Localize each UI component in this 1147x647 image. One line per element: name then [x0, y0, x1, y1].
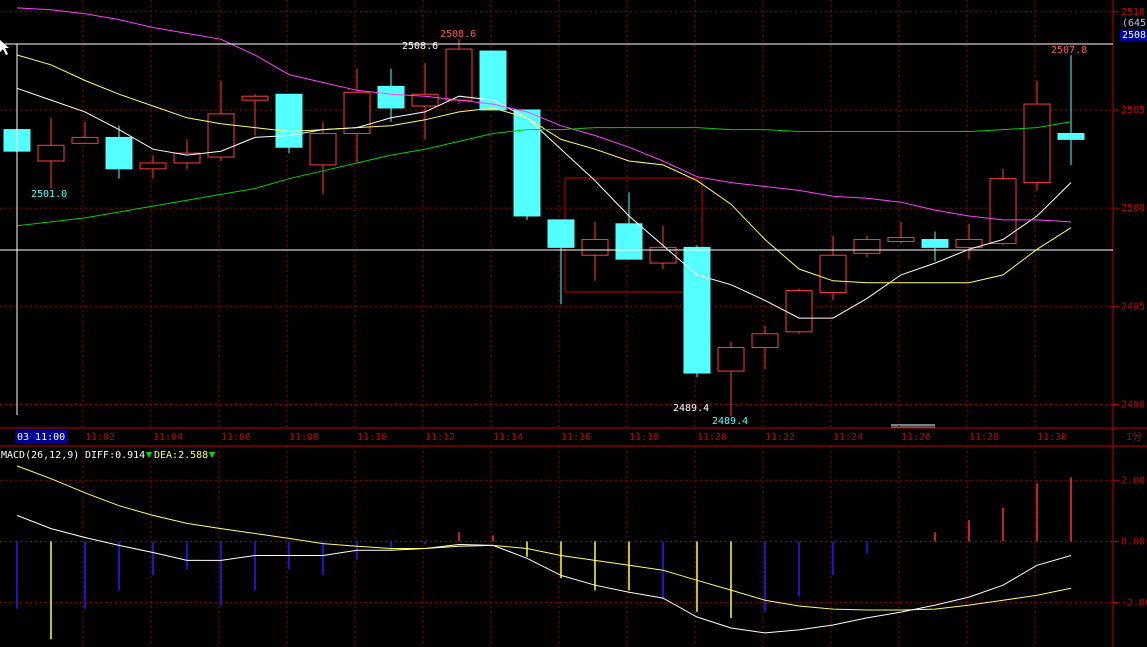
diff-line: [16, 514, 1072, 634]
macd-title: MACD(26,12,9): [1, 450, 79, 461]
crosshair-extra: (645: [1122, 18, 1146, 29]
candle-body: [615, 223, 643, 260]
candle-body: [139, 162, 167, 170]
candle-body: [955, 239, 983, 248]
x-tick-label: 11:26: [901, 432, 931, 443]
dea-line: [16, 465, 1072, 611]
candle-body: [683, 246, 711, 374]
x-tick-label: 11:04: [153, 432, 183, 443]
cursor: [0, 40, 9, 55]
x-tick-label: 11:16: [561, 432, 591, 443]
down-arrow: [146, 452, 152, 458]
moving-average-line: [16, 7, 1072, 223]
candle-body: [309, 133, 337, 166]
x-tick-label: 11:14: [493, 432, 523, 443]
moving-average-line: [16, 87, 1072, 319]
candle-body: [377, 85, 405, 109]
candle-body: [1023, 103, 1051, 184]
x-tick-label: 11:20: [697, 432, 727, 443]
candle-body: [207, 113, 235, 158]
x-tick-label: 11:22: [765, 432, 795, 443]
x-tick-label: 11:12: [425, 432, 455, 443]
candle-body: [547, 219, 575, 248]
dea-label: DEA:2.588: [154, 450, 208, 461]
candle-body: [751, 333, 779, 349]
y-tick-label: -2.00: [1121, 598, 1147, 609]
candle-body: [819, 254, 847, 294]
candle-body: [513, 109, 541, 217]
x-tick-label: 11:02: [85, 432, 115, 443]
y-tick-label: 2.00: [1121, 475, 1145, 486]
candle-body: [173, 152, 201, 164]
x-tick-label: 11:18: [629, 432, 659, 443]
crosshair-price-box: [1120, 29, 1147, 41]
x-tick-label: 11:24: [833, 432, 863, 443]
candle-body: [581, 239, 609, 256]
candle-body: [275, 93, 303, 148]
x-tick-label: 03 11:00: [17, 432, 65, 443]
moving-average-line: [16, 121, 1072, 227]
candle-body: [1057, 133, 1085, 140]
candle-body: [479, 50, 507, 111]
diff-label: DIFF:0.914: [85, 450, 145, 461]
y-tick-label: 0.00: [1121, 536, 1145, 547]
y-tick-label: 2495: [1121, 301, 1145, 312]
period-label: 1分: [1126, 431, 1142, 443]
x-tick-label: 11:30: [1037, 432, 1067, 443]
y-tick-label: 2490: [1121, 399, 1145, 410]
candle-body: [785, 290, 813, 333]
candle-body: [71, 136, 99, 144]
x-tick-label: 11:28: [969, 432, 999, 443]
x-tick-label: 11:06: [221, 432, 251, 443]
candle-body: [37, 144, 65, 162]
price-annotation: 2508.6: [402, 41, 438, 52]
y-tick-label: 2510: [1121, 7, 1145, 18]
candle-body: [717, 347, 745, 372]
candle-body: [241, 95, 269, 101]
price-annotation: 2508.6: [440, 29, 476, 40]
price-annotation: 2489.4: [673, 403, 709, 414]
candle-body: [921, 239, 949, 248]
time-highlight: [15, 430, 68, 444]
price-annotation: 2501.0: [31, 189, 67, 200]
candle-body: [411, 93, 439, 107]
crosshair-price: 2508: [1122, 30, 1146, 41]
x-tick-label: 11:08: [289, 432, 319, 443]
price-annotation: 2507.8: [1051, 45, 1087, 56]
x-tick-label: 11:10: [357, 432, 387, 443]
candle-body: [989, 178, 1017, 244]
moving-average-line: [16, 54, 1072, 284]
y-tick-label: 2500: [1121, 203, 1145, 214]
candle-body: [853, 239, 881, 254]
candle-body: [105, 136, 133, 170]
candle-body: [445, 48, 473, 101]
y-tick-label: 2505: [1121, 105, 1145, 116]
candle-body: [887, 237, 915, 242]
down-arrow: [209, 452, 215, 458]
price-annotation: 2489.4: [712, 416, 748, 427]
